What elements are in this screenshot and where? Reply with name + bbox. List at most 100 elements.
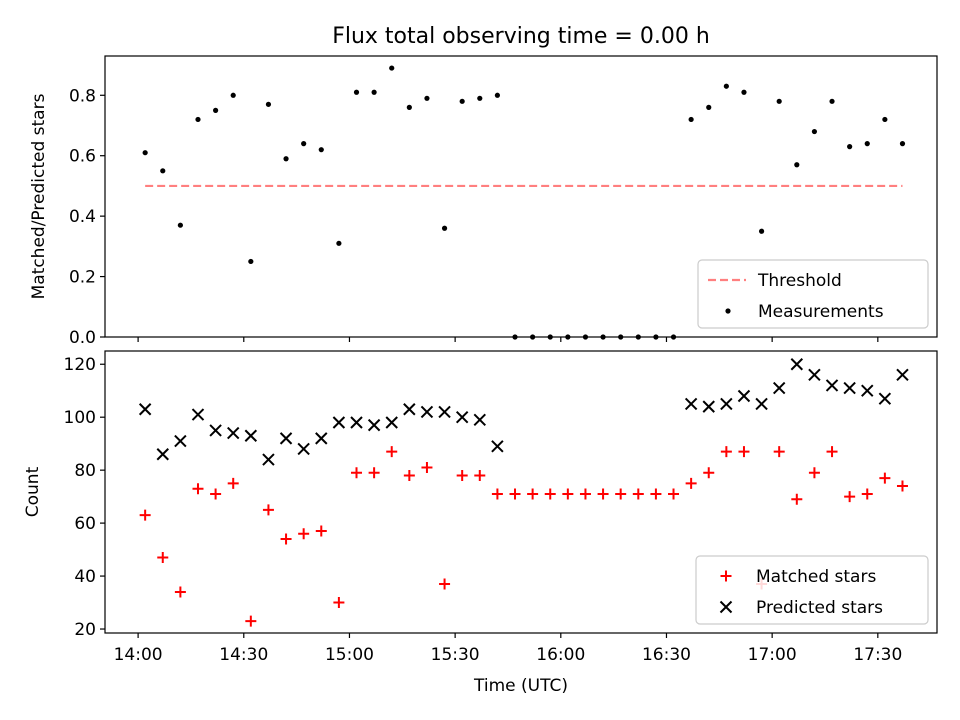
measurements-marker bbox=[477, 95, 483, 101]
matched-stars-marker bbox=[174, 586, 186, 598]
matched-stars-marker bbox=[262, 504, 274, 516]
measurements-legend-swatch bbox=[725, 308, 731, 314]
measurements-marker bbox=[160, 168, 166, 174]
matched-stars-marker bbox=[579, 488, 591, 500]
predicted-stars-marker bbox=[896, 368, 909, 382]
bottom-panel: 20 40 60 80 100 120 14:00 14:30 15:00 15:30 16:00 1… bbox=[23, 350, 938, 665]
measurements-marker bbox=[353, 89, 360, 95]
x-axis-label: Time (UTC) bbox=[473, 676, 568, 696]
matched-stars-marker bbox=[280, 533, 292, 545]
x-tick-label: 14:30 bbox=[219, 645, 268, 665]
axes-frame bbox=[104, 55, 938, 338]
measurements-marker bbox=[424, 95, 430, 101]
measurements-marker bbox=[758, 228, 765, 234]
predicted-stars-marker bbox=[861, 384, 874, 397]
matched-stars-marker bbox=[227, 477, 239, 489]
y-tick-label: 40 bbox=[74, 567, 96, 587]
matched-stars-marker bbox=[632, 488, 644, 500]
legend-box bbox=[695, 555, 929, 625]
axes-frame bbox=[104, 350, 938, 634]
chart-title: Flux total observing time = 0.00 h bbox=[332, 24, 710, 49]
matched-stars-marker bbox=[720, 446, 732, 458]
y-tick-label: 80 bbox=[74, 461, 96, 481]
matched-stars-marker bbox=[650, 488, 662, 500]
measurements-marker bbox=[899, 141, 906, 147]
predicted-stars-legend-label: Predicted stars bbox=[756, 598, 883, 618]
y-tick-label: 0.6 bbox=[69, 147, 96, 167]
measurements-marker bbox=[688, 116, 694, 123]
predicted-stars-marker bbox=[755, 397, 768, 411]
threshold-legend-label: Threshold bbox=[757, 271, 842, 291]
y-tick-label: 100 bbox=[64, 408, 96, 428]
y-tick-label: 0.4 bbox=[69, 207, 96, 227]
measurements-marker bbox=[371, 89, 377, 95]
x-tick-label: 15:00 bbox=[325, 645, 374, 665]
predicted-stars-marker bbox=[297, 442, 310, 456]
matched-stars-marker bbox=[562, 488, 574, 500]
matched-stars-marker bbox=[403, 469, 415, 481]
predicted-stars-marker bbox=[772, 381, 786, 395]
predicted-stars-marker bbox=[174, 434, 187, 448]
measurements-marker bbox=[406, 104, 412, 110]
measurements-marker bbox=[494, 92, 500, 98]
predicted-stars-marker bbox=[491, 440, 504, 453]
matched-stars-marker bbox=[896, 480, 908, 492]
matched-stars-marker bbox=[474, 469, 486, 481]
measurements-marker bbox=[230, 92, 236, 98]
measurements-marker bbox=[318, 147, 324, 153]
matched-stars-marker bbox=[685, 477, 697, 489]
measurements-legend-label: Measurements bbox=[758, 302, 884, 322]
matched-stars-marker bbox=[509, 488, 521, 500]
predicted-stars-marker bbox=[684, 397, 698, 411]
measurements-marker bbox=[265, 101, 272, 107]
predicted-stars-marker bbox=[227, 426, 240, 440]
y-tick-label: 0.0 bbox=[69, 328, 96, 348]
y-tick-label: 0.2 bbox=[69, 268, 96, 288]
x-tick-label: 15:30 bbox=[431, 645, 480, 665]
measurements-marker bbox=[459, 98, 465, 104]
matched-stars-marker bbox=[351, 467, 363, 479]
predicted-stars-marker bbox=[262, 453, 275, 466]
x-tick-label: 14:00 bbox=[114, 645, 163, 665]
measurements-marker bbox=[177, 222, 183, 228]
matched-stars-marker bbox=[245, 615, 257, 627]
matched-stars-marker bbox=[826, 446, 838, 458]
predicted-stars-marker bbox=[138, 403, 152, 416]
x-tick-label: 16:00 bbox=[536, 645, 585, 665]
matched-stars-marker bbox=[192, 483, 204, 495]
y-axis-label: Count bbox=[23, 466, 43, 517]
predicted-stars-marker bbox=[438, 405, 451, 419]
predicted-stars-marker bbox=[244, 429, 258, 442]
matched-stars-marker bbox=[439, 578, 451, 590]
matched-stars-marker bbox=[668, 488, 680, 500]
predicted-stars-marker bbox=[156, 448, 169, 461]
predicted-stars-marker bbox=[367, 418, 381, 432]
measurements-marker bbox=[301, 141, 307, 147]
predicted-stars-marker bbox=[350, 416, 363, 429]
x-tick-label: 17:30 bbox=[853, 645, 902, 665]
matched-stars-marker bbox=[544, 488, 556, 500]
legend: Matched stars Predicted stars bbox=[695, 555, 929, 625]
matched-stars-marker bbox=[615, 488, 627, 500]
legend: Threshold Measurements bbox=[697, 259, 929, 329]
measurements-marker bbox=[847, 144, 853, 150]
matched-stars-marker bbox=[773, 446, 785, 458]
predicted-stars-marker bbox=[702, 400, 715, 413]
matched-stars-marker bbox=[738, 446, 750, 458]
predicted-stars-marker bbox=[385, 416, 398, 429]
matched-stars-legend-swatch bbox=[720, 570, 732, 582]
matched-stars-marker bbox=[421, 462, 433, 474]
measurements-marker bbox=[706, 104, 712, 110]
matched-stars-marker bbox=[210, 488, 222, 500]
measurements-marker bbox=[213, 107, 219, 113]
matched-stars-marker bbox=[333, 597, 345, 609]
measurements-marker bbox=[741, 89, 747, 95]
predicted-stars-marker bbox=[403, 403, 416, 416]
matched-stars-marker bbox=[703, 467, 715, 479]
measurements-marker bbox=[195, 116, 201, 123]
measurements-marker bbox=[882, 116, 888, 123]
matched-stars-marker bbox=[139, 509, 151, 521]
measurements-marker bbox=[794, 162, 800, 168]
x-tick-label: 17:00 bbox=[748, 645, 797, 665]
measurements-marker bbox=[811, 128, 818, 135]
